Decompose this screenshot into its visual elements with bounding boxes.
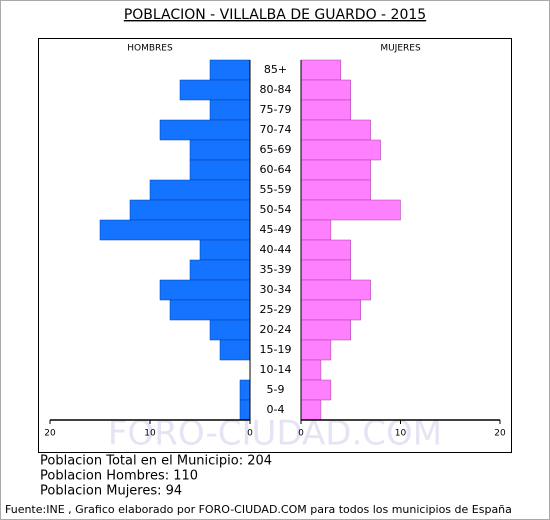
bar xyxy=(300,279,371,301)
legend-label: MUJERES xyxy=(380,44,421,54)
summary: Poblacion Mujeres: 94 xyxy=(40,484,182,499)
bar xyxy=(189,139,251,161)
bar xyxy=(300,399,322,421)
chart-title: POBLACION - VILLALBA DE GUARDO - 2015 xyxy=(124,7,426,23)
category-label: 10-14 xyxy=(260,363,292,376)
category-label: 70-74 xyxy=(260,123,292,136)
category-label: 35-39 xyxy=(260,263,292,276)
bar xyxy=(300,119,371,141)
category-label: 20-24 xyxy=(260,323,292,336)
bar xyxy=(239,379,251,401)
bar xyxy=(189,259,251,281)
category-label: 85+ xyxy=(264,63,287,76)
category-label: 45-49 xyxy=(260,223,292,236)
bar xyxy=(199,239,251,261)
bar xyxy=(159,119,251,141)
category-label: 30-34 xyxy=(260,283,292,296)
plot-frame xyxy=(38,38,512,453)
category-label: 75-79 xyxy=(260,103,292,116)
legend-label: HOMBRES xyxy=(127,44,173,54)
category-label: 15-19 xyxy=(260,343,292,356)
category-label: 40-44 xyxy=(260,243,292,256)
bar xyxy=(209,319,251,341)
category-label: 60-64 xyxy=(260,163,292,176)
bar xyxy=(300,199,401,221)
x-tick-label: 10 xyxy=(395,429,407,439)
bar xyxy=(300,179,371,201)
category-label: 0-4 xyxy=(267,403,285,416)
x-tick-label: 20 xyxy=(44,429,56,439)
category-label: 80-84 xyxy=(260,83,292,96)
bar xyxy=(179,79,251,101)
bar xyxy=(99,219,251,241)
bar xyxy=(300,139,381,161)
bar xyxy=(300,239,351,261)
bar xyxy=(300,99,351,121)
x-tick-label: 0 xyxy=(298,429,304,439)
bar xyxy=(300,339,332,361)
bar xyxy=(300,259,351,281)
summary: Poblacion Hombres: 110 xyxy=(40,469,198,484)
bar xyxy=(300,79,351,101)
category-label: 65-69 xyxy=(260,143,292,156)
category-label: 5-9 xyxy=(267,383,285,396)
x-tick-label: 20 xyxy=(494,429,506,439)
x-tick-label: 0 xyxy=(247,429,253,439)
bar xyxy=(239,399,251,421)
bar xyxy=(300,59,342,81)
category-label: 25-29 xyxy=(260,303,292,316)
bar xyxy=(149,179,251,201)
bar xyxy=(300,379,332,401)
bar xyxy=(300,319,351,341)
bar xyxy=(300,219,332,241)
bar xyxy=(300,299,361,321)
category-label: 55-59 xyxy=(260,183,292,196)
bar xyxy=(169,299,251,321)
bar xyxy=(209,59,251,81)
bar xyxy=(209,99,251,121)
bar xyxy=(129,199,251,221)
bar xyxy=(189,159,251,181)
bar xyxy=(219,339,251,361)
category-label: 50-54 xyxy=(260,203,292,216)
source: Fuente:INE , Grafico elaborado por FORO-… xyxy=(5,503,512,516)
bar xyxy=(300,359,322,381)
bar xyxy=(159,279,251,301)
x-tick-label: 10 xyxy=(144,429,156,439)
summary: Poblacion Total en el Municipio: 204 xyxy=(40,454,272,469)
bar xyxy=(300,159,371,181)
